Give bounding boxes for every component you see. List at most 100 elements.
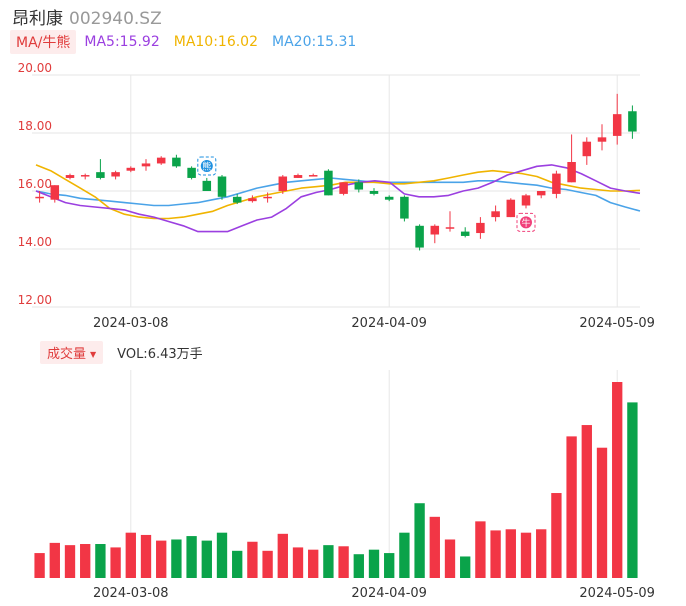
volume-bar (460, 556, 471, 578)
candle-body (141, 163, 151, 167)
volume-bar (140, 534, 152, 578)
stock-title: 昂利康 002940.SZ (12, 4, 162, 29)
volume-bar (551, 493, 562, 578)
candle-body (476, 222, 485, 234)
candle-body (35, 196, 44, 199)
volume-bar (171, 539, 182, 578)
volume-bar (368, 549, 380, 578)
candle-body (597, 137, 607, 142)
candle-body (187, 167, 196, 178)
volume-bar (262, 550, 273, 578)
signal-marker-dot (200, 159, 213, 172)
candle-body (536, 191, 546, 196)
volume-bar (338, 546, 349, 578)
candle-body (552, 173, 561, 194)
volume-bar (536, 529, 547, 578)
candle-body (278, 176, 288, 191)
candle-body (354, 182, 364, 190)
candle-body (156, 157, 166, 164)
candle-body (111, 172, 120, 177)
candle-body (369, 191, 379, 194)
candle-body (126, 167, 136, 171)
candle-body (415, 225, 424, 248)
candle-body (491, 211, 500, 218)
ma5-value: MA5:15.92 (84, 34, 160, 50)
candle-body (293, 175, 303, 178)
volume-bar (110, 547, 121, 578)
volume-x-tick-label: 2024-03-08 (93, 586, 169, 601)
volume-bar (581, 425, 592, 578)
volume-bar (444, 539, 456, 578)
candle-body (172, 157, 181, 167)
volume-bar (80, 544, 91, 578)
volume-legend: 成交量 ▼ VOL:6.43万手 (40, 340, 203, 364)
candle-body (612, 114, 622, 136)
volume-bar (323, 545, 334, 578)
x-tick-label: 2024-05-09 (579, 316, 655, 331)
volume-bar (201, 540, 212, 578)
ma10-line (35, 164, 641, 220)
candle-body (400, 196, 409, 219)
volume-bar (247, 541, 258, 578)
volume-bar (34, 553, 45, 578)
candle-body (445, 227, 455, 229)
ma20-line (35, 177, 641, 212)
candle-body (567, 162, 576, 183)
candle-body (232, 196, 242, 203)
volume-bar (520, 532, 532, 578)
candle-body (248, 198, 257, 202)
volume-bar (232, 550, 243, 578)
caret-down-icon: ▼ (90, 349, 97, 359)
y-tick-label: 18.00 (18, 119, 52, 133)
candle-body (80, 175, 90, 177)
volume-bar (414, 503, 425, 578)
volume-bar (64, 545, 76, 578)
ma-legend: MA/牛熊 MA5:15.92 MA10:16.02 MA20:15.31 (10, 30, 356, 54)
ma10-value: MA10:16.02 (173, 34, 259, 50)
volume-bar (429, 516, 440, 578)
volume-bar (125, 532, 136, 578)
candle-body (460, 231, 470, 236)
ma-bullbear-tag[interactable]: MA/牛熊 (10, 30, 77, 54)
volume-x-tick-label: 2024-04-09 (351, 586, 427, 601)
candle-body (324, 170, 333, 196)
ma5-line (35, 164, 641, 233)
x-tick-label: 2024-04-09 (351, 316, 427, 331)
signal-marker-dot (520, 216, 532, 229)
volume-bar (505, 529, 516, 578)
volume-indicator-dropdown[interactable]: 成交量 ▼ (40, 340, 104, 364)
volume-bar (399, 532, 410, 578)
volume-x-tick-label: 2024-05-09 (579, 586, 655, 601)
candle-body (430, 225, 440, 235)
candle-body (263, 196, 272, 199)
signal-marker-frame (516, 212, 536, 232)
stock-code: 002940.SZ (69, 9, 162, 29)
volume-bar (490, 530, 501, 578)
signal-marker-label: 熊 (202, 160, 211, 172)
candle-body (50, 185, 60, 200)
x-tick-label: 2024-03-08 (93, 316, 169, 331)
candle-body (339, 182, 348, 194)
y-tick-label: 12.00 (18, 293, 52, 307)
ma20-value: MA20:15.31 (272, 34, 357, 50)
volume-bar (612, 382, 623, 578)
candle-body (217, 176, 227, 197)
volume-bar (475, 521, 486, 578)
volume-bar (353, 554, 364, 578)
volume-bar (292, 547, 304, 578)
volume-bar (49, 542, 60, 578)
candle-body (96, 172, 105, 178)
candle-body (308, 175, 318, 177)
candle-body (582, 141, 592, 157)
candle-body (202, 180, 212, 191)
volume-bar (216, 532, 228, 578)
y-tick-label: 20.00 (18, 61, 52, 75)
volume-bar (566, 436, 577, 578)
volume-bar (277, 533, 288, 578)
volume-tag-label: 成交量 (47, 346, 87, 362)
volume-bar (308, 549, 319, 578)
candle-body (521, 195, 531, 206)
candle-body (65, 175, 75, 178)
candle-body (506, 199, 516, 218)
